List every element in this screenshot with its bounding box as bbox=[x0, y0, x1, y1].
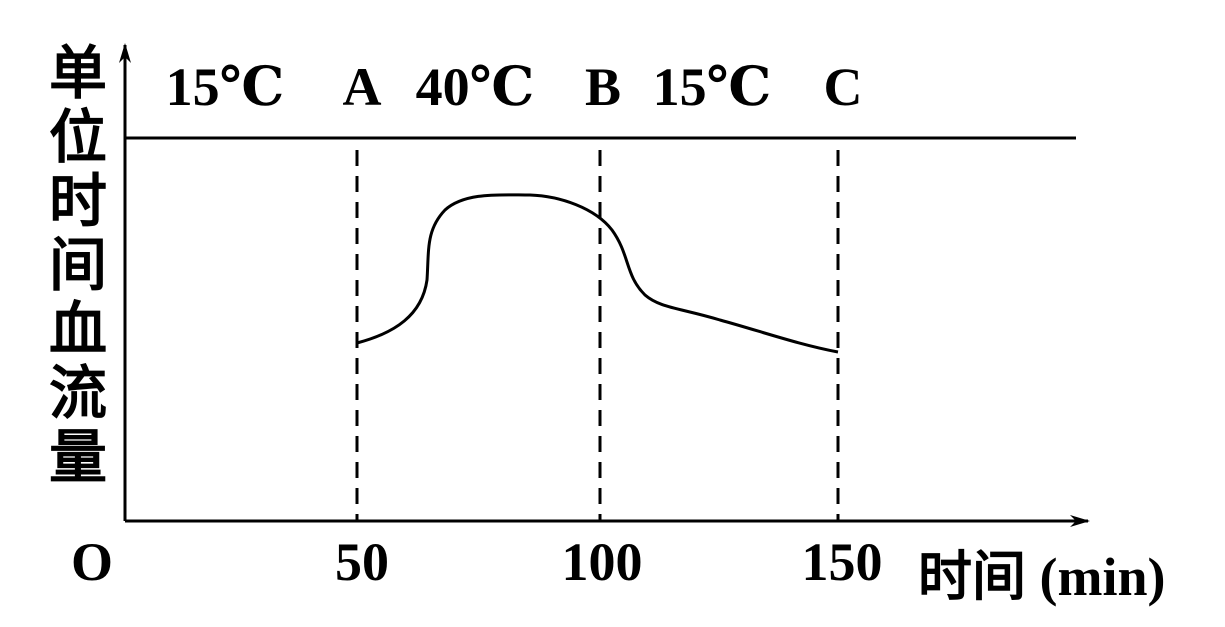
region-label: 15℃ bbox=[166, 57, 285, 117]
x-axis-label: 时间 (min) bbox=[918, 547, 1165, 607]
y-axis-label: 单位时间血流量 bbox=[39, 42, 107, 490]
region-label: 15℃ bbox=[653, 57, 772, 117]
region-label: B bbox=[585, 57, 621, 117]
x-tick-label: 50 bbox=[335, 532, 389, 592]
x-tick-label: 100 bbox=[562, 532, 643, 592]
blood-flow-curve bbox=[356, 193, 839, 354]
x-tick-label: O bbox=[71, 532, 113, 592]
region-label: A bbox=[343, 57, 382, 117]
x-tick-label: 150 bbox=[802, 532, 883, 592]
region-label: C bbox=[824, 57, 863, 117]
region-label: 40℃ bbox=[416, 57, 535, 117]
dashed-lines bbox=[355, 150, 840, 521]
